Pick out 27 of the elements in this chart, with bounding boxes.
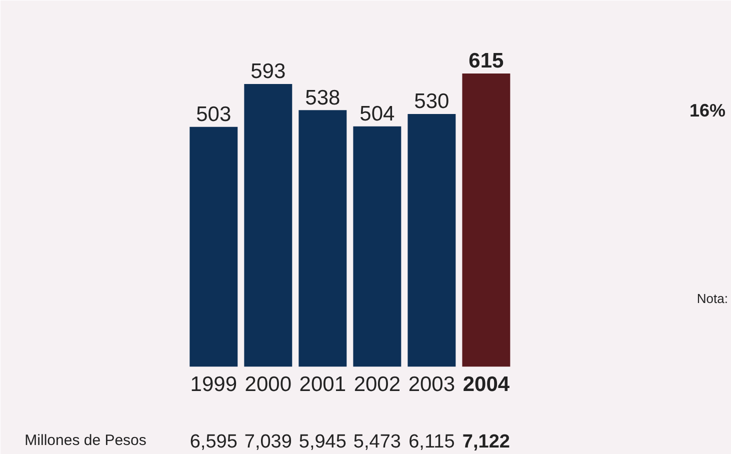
data-label: 530 <box>414 90 450 114</box>
text: 16% <box>690 100 726 120</box>
text: 7,122 <box>462 432 510 453</box>
text: 6,595 <box>190 432 238 453</box>
bar <box>298 110 347 367</box>
bar <box>353 126 402 367</box>
text: Millones de Pesos <box>24 432 146 450</box>
text: 5,945 <box>298 432 346 453</box>
text: 6,115 <box>408 432 455 453</box>
data-label: 503 <box>196 102 232 126</box>
bar <box>244 84 292 367</box>
x-tick-label: 1999 <box>190 373 237 396</box>
bar <box>462 73 510 367</box>
data-label: 615 <box>468 50 504 73</box>
text: Nota: <box>696 291 728 306</box>
data-label: 593 <box>250 60 286 84</box>
x-tick-label: 2000 <box>244 373 292 396</box>
data-label: 538 <box>305 86 340 110</box>
x-tick-label: 2003 <box>408 373 456 396</box>
text: 7,039 <box>244 432 292 453</box>
x-tick-label: 2001 <box>299 373 346 396</box>
data-label: 504 <box>360 102 396 126</box>
bar <box>408 114 456 367</box>
bar <box>190 126 238 367</box>
text: 5,473 <box>353 432 401 453</box>
x-tick-label: 2004 <box>462 373 510 396</box>
x-tick-label: 2002 <box>354 373 401 396</box>
